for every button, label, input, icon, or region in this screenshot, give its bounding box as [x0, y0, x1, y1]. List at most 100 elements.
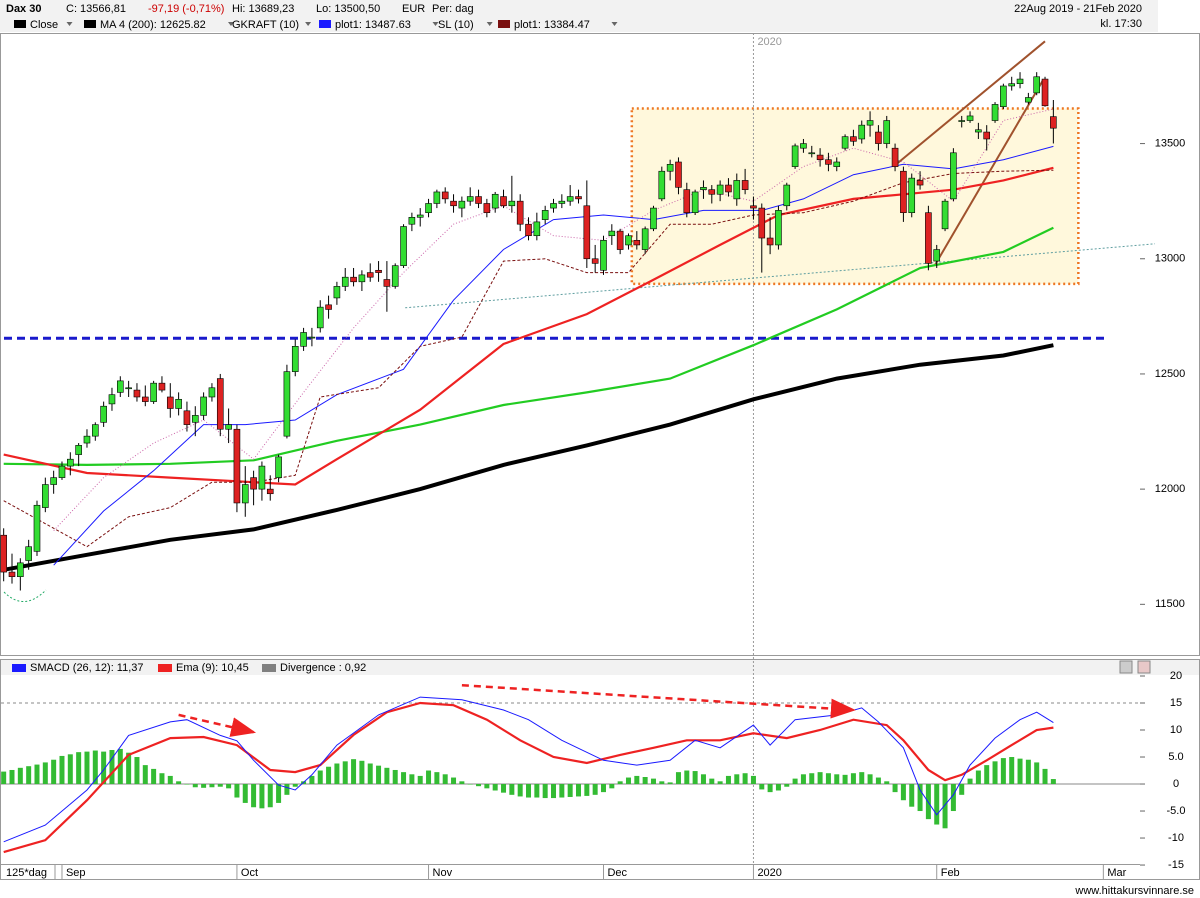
- divergence-bar: [334, 763, 340, 785]
- divergence-bar: [509, 784, 515, 795]
- divergence-bar: [51, 759, 57, 785]
- divergence-bar: [942, 784, 948, 829]
- divergence-bar: [92, 750, 98, 785]
- legend-label: SMACD (26, 12): 11,37: [30, 662, 144, 674]
- candle-body: [325, 304, 332, 310]
- candle-body: [616, 230, 624, 250]
- divergence-bar: [226, 784, 232, 789]
- divergence-bar: [934, 784, 940, 825]
- candle-body: [508, 200, 516, 207]
- divergence-bar: [967, 778, 973, 785]
- candle-body: [900, 170, 907, 213]
- candle-body: [916, 180, 924, 186]
- divergence-bar: [217, 784, 223, 787]
- divergence-bar: [359, 760, 365, 785]
- candle-body: [483, 203, 491, 213]
- divergence-bar: [659, 781, 665, 785]
- divergence-bar: [284, 784, 290, 795]
- divergence-bar: [59, 755, 65, 785]
- divergence-bar: [526, 784, 532, 798]
- candle-body: [450, 200, 457, 207]
- legend-dropdown[interactable]: [486, 22, 493, 26]
- trend-line: [405, 243, 1156, 309]
- divergence-bar: [625, 777, 631, 785]
- divergence-bar: [84, 751, 90, 785]
- candle-body: [1050, 116, 1057, 129]
- settings-button[interactable]: [1119, 660, 1133, 674]
- year-label: 2020: [757, 36, 781, 48]
- divergence-bar: [42, 762, 48, 785]
- candle-body: [558, 200, 566, 204]
- legend-dropdown[interactable]: [432, 22, 439, 26]
- x-tick-label: Sep: [66, 867, 86, 879]
- x-tick-label: Oct: [241, 867, 258, 879]
- candle-body: [92, 424, 99, 437]
- period-text: Per: dag: [432, 3, 474, 15]
- candle-body: [466, 196, 474, 202]
- y-tick-label: 15: [1170, 697, 1182, 709]
- divergence-bar: [1017, 758, 1023, 785]
- candle-body: [875, 131, 882, 144]
- divergence-bar: [142, 765, 148, 785]
- candle-body: [108, 394, 116, 405]
- legend-dropdown[interactable]: [228, 22, 234, 26]
- legend-swatch: [158, 664, 172, 672]
- divergence-bar: [76, 752, 82, 785]
- divergence-bar: [542, 784, 548, 799]
- y-tick-label: -5.0: [1167, 805, 1186, 817]
- divergence-bar: [501, 784, 507, 793]
- divergence-bar: [1, 771, 7, 785]
- candle-body: [500, 196, 507, 207]
- divergence-bar: [484, 784, 490, 789]
- y-tick-label: 12000: [1155, 483, 1186, 495]
- divergence-bar: [159, 773, 165, 785]
- candle-body: [233, 428, 241, 504]
- legend-dropdown[interactable]: [305, 22, 312, 26]
- divergence-bar: [800, 774, 806, 785]
- divergence-bar: [192, 784, 198, 788]
- candle-body: [358, 274, 366, 283]
- candle-body: [1008, 83, 1016, 87]
- candle-body: [791, 145, 799, 167]
- candle-body: [841, 136, 849, 149]
- candle-body: [891, 147, 899, 167]
- candle-body: [983, 131, 991, 140]
- divergence-bar: [209, 784, 215, 788]
- divergence-bar: [317, 770, 323, 785]
- divergence-bar: [551, 784, 557, 799]
- legend-label: Divergence : 0,92: [280, 662, 366, 674]
- candle-body: [183, 410, 191, 425]
- divergence-bar: [17, 767, 23, 785]
- divergence-bar: [309, 775, 315, 785]
- legend-label: plot1: 13487.63: [335, 19, 411, 31]
- candle-body: [75, 445, 82, 455]
- candle-body: [258, 465, 266, 490]
- divergence-bar: [884, 781, 890, 785]
- arc-annotation: [3, 589, 47, 602]
- candle-body: [375, 269, 382, 273]
- legend-swatch: [319, 20, 331, 28]
- divergence-bar: [692, 771, 698, 785]
- divergence-bar: [892, 784, 898, 793]
- legend-dropdown[interactable]: [611, 22, 618, 26]
- candle-body: [116, 380, 124, 393]
- divergence-bar: [492, 784, 498, 791]
- divergence-bar: [917, 784, 923, 812]
- candle-body: [608, 230, 616, 237]
- candle-body: [950, 152, 957, 200]
- divergence-bar: [517, 784, 523, 797]
- close-button[interactable]: [1137, 660, 1151, 674]
- candle-body: [0, 534, 7, 573]
- x-tick-label: Nov: [433, 867, 453, 879]
- candle-body: [166, 396, 174, 409]
- candle-body: [725, 184, 732, 193]
- y-tick-label: -15: [1168, 859, 1184, 871]
- candle-body: [225, 424, 232, 430]
- divergence-bar: [442, 774, 448, 785]
- legend-dropdown[interactable]: [66, 22, 73, 26]
- divergence-bar: [384, 767, 390, 785]
- divergence-bar: [584, 784, 590, 796]
- divergence-bar: [650, 778, 656, 785]
- y-tick-label: 5.0: [1168, 751, 1183, 763]
- candle-body: [366, 272, 374, 278]
